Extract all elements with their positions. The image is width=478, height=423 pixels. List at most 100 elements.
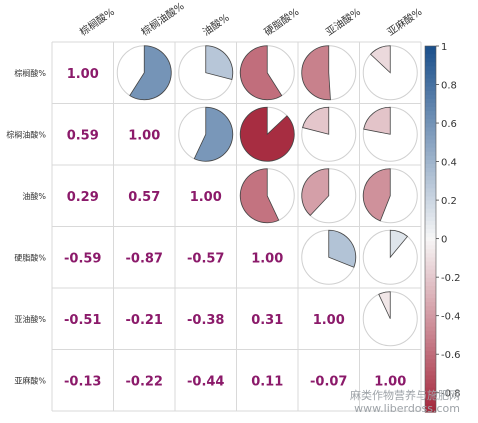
colorbar-segment bbox=[425, 371, 436, 376]
row-label: 硬脂酸% bbox=[14, 252, 46, 262]
correlation-value: -0.21 bbox=[126, 313, 163, 328]
colorbar-segment bbox=[425, 212, 436, 218]
colorbar-tick-label: -0.6 bbox=[441, 350, 461, 361]
colorbar-segment bbox=[425, 399, 436, 405]
colorbar-segment bbox=[425, 322, 436, 328]
colorbar-segment bbox=[425, 253, 436, 259]
colorbar-segment bbox=[425, 168, 436, 173]
colorbar-segment bbox=[425, 285, 436, 291]
colorbar: 1 0.8 0.6 0.4 0.2 0 -0.2 -0.4 -0.6 -0.8 bbox=[424, 42, 461, 413]
correlation-value: -0.59 bbox=[64, 251, 101, 266]
colorbar-segment bbox=[425, 233, 436, 238]
colorbar-segment bbox=[425, 237, 436, 242]
colorbar-segment bbox=[425, 200, 436, 206]
colorbar-segment bbox=[425, 102, 436, 108]
colorbar-segment bbox=[425, 310, 436, 315]
colorbar-segment bbox=[425, 62, 436, 67]
colorbar-segment bbox=[425, 70, 436, 76]
column-label: 油酸% bbox=[200, 11, 232, 39]
colorbar-segment bbox=[425, 359, 436, 364]
colorbar-tick-label: -0.4 bbox=[441, 312, 461, 323]
colorbar-segment bbox=[425, 302, 436, 307]
colorbar-segment bbox=[425, 111, 436, 116]
colorbar-segment bbox=[425, 135, 436, 141]
colorbar-tick-label: 0.2 bbox=[441, 196, 457, 207]
pie-slice bbox=[378, 291, 391, 319]
colorbar-segment bbox=[425, 139, 436, 145]
matrix-grid bbox=[51, 41, 422, 412]
colorbar-segment bbox=[425, 86, 436, 92]
colorbar-segment bbox=[425, 46, 436, 51]
pie-slice bbox=[370, 45, 391, 74]
colorbar-segment bbox=[425, 257, 436, 263]
correlation-value: 0.29 bbox=[67, 190, 99, 205]
colorbar-segment bbox=[425, 98, 436, 104]
correlation-value: -0.57 bbox=[187, 251, 224, 266]
colorbar-tick-label: 0 bbox=[441, 235, 447, 246]
colorbar-segment bbox=[425, 261, 436, 267]
colorbar-segment bbox=[425, 294, 436, 299]
pie-slice bbox=[389, 229, 409, 259]
colorbar-segment bbox=[425, 403, 436, 409]
pie-slice bbox=[239, 106, 295, 162]
colorbar-tick-label: 0.8 bbox=[441, 81, 457, 92]
colorbar-segment bbox=[425, 277, 436, 283]
colorbar-segment bbox=[425, 351, 436, 356]
colorbar-segment bbox=[425, 107, 436, 112]
column-labels: 棕榈酸% 棕榈油酸% 油酸% 硬脂酸% 亚油酸% 亚麻酸% bbox=[77, 0, 424, 38]
row-label: 油酸% bbox=[22, 191, 46, 201]
colorbar-segment bbox=[425, 355, 436, 360]
correlation-value: -0.13 bbox=[64, 374, 101, 389]
colorbar-segment bbox=[425, 245, 436, 250]
colorbar-segment bbox=[425, 391, 436, 397]
colorbar-segment bbox=[425, 281, 436, 287]
colorbar-segment bbox=[425, 367, 436, 372]
colorbar-segment bbox=[425, 265, 436, 271]
colorbar-segment bbox=[425, 298, 436, 303]
colorbar-segment bbox=[425, 249, 436, 254]
colorbar-frame bbox=[424, 45, 437, 413]
colorbar-segment bbox=[425, 74, 436, 80]
colorbar-segment bbox=[425, 188, 436, 193]
correlation-value: 1.00 bbox=[190, 190, 222, 205]
colorbar-segment bbox=[425, 338, 436, 344]
colorbar-segment bbox=[425, 143, 436, 149]
colorbar-tick-label: -0.2 bbox=[441, 273, 461, 284]
pie-slice bbox=[302, 106, 330, 135]
column-label: 棕榈酸% bbox=[77, 5, 117, 38]
watermark-line1: 麻类作物营养与施肥网 bbox=[350, 389, 460, 402]
watermark: 麻类作物营养与施肥网 www.liberdoss.com bbox=[350, 389, 460, 415]
colorbar-segment bbox=[425, 196, 436, 202]
pie-slice bbox=[239, 45, 283, 101]
colorbar-segment bbox=[425, 306, 436, 311]
pie-slice bbox=[301, 45, 331, 101]
pie-slice bbox=[193, 106, 234, 162]
colorbar-segment bbox=[425, 155, 436, 161]
colorbar-segment bbox=[425, 147, 436, 153]
colorbar-segment bbox=[425, 334, 436, 340]
column-label: 硬脂酸% bbox=[262, 5, 302, 38]
colorbar-segment bbox=[425, 346, 436, 352]
colorbar-segment bbox=[425, 342, 436, 348]
correlation-value: -0.51 bbox=[64, 313, 101, 328]
colorbar-segment bbox=[425, 330, 436, 336]
colorbar-segment bbox=[425, 318, 436, 324]
colorbar-tick-label: 0.4 bbox=[441, 158, 457, 169]
colorbar-tick-label: -0.8 bbox=[441, 389, 461, 400]
colorbar-segment bbox=[425, 407, 436, 413]
colorbar-segment bbox=[425, 363, 436, 368]
colorbar-segment bbox=[425, 131, 436, 137]
colorbar-segment bbox=[425, 326, 436, 332]
colorbar-segment bbox=[425, 379, 436, 385]
correlation-value: 1.00 bbox=[67, 67, 99, 82]
pie-slice bbox=[205, 45, 234, 80]
colorbar-segment bbox=[425, 172, 436, 177]
correlation-value: 1.00 bbox=[128, 128, 160, 143]
colorbar-tick-label: 0.6 bbox=[441, 119, 457, 130]
correlation-value: 1.00 bbox=[374, 374, 406, 389]
colorbar-segment bbox=[425, 176, 436, 181]
colorbar-tick-label: 1 bbox=[441, 42, 447, 53]
colorbar-segment bbox=[425, 314, 436, 320]
colorbar-segment bbox=[425, 273, 436, 279]
